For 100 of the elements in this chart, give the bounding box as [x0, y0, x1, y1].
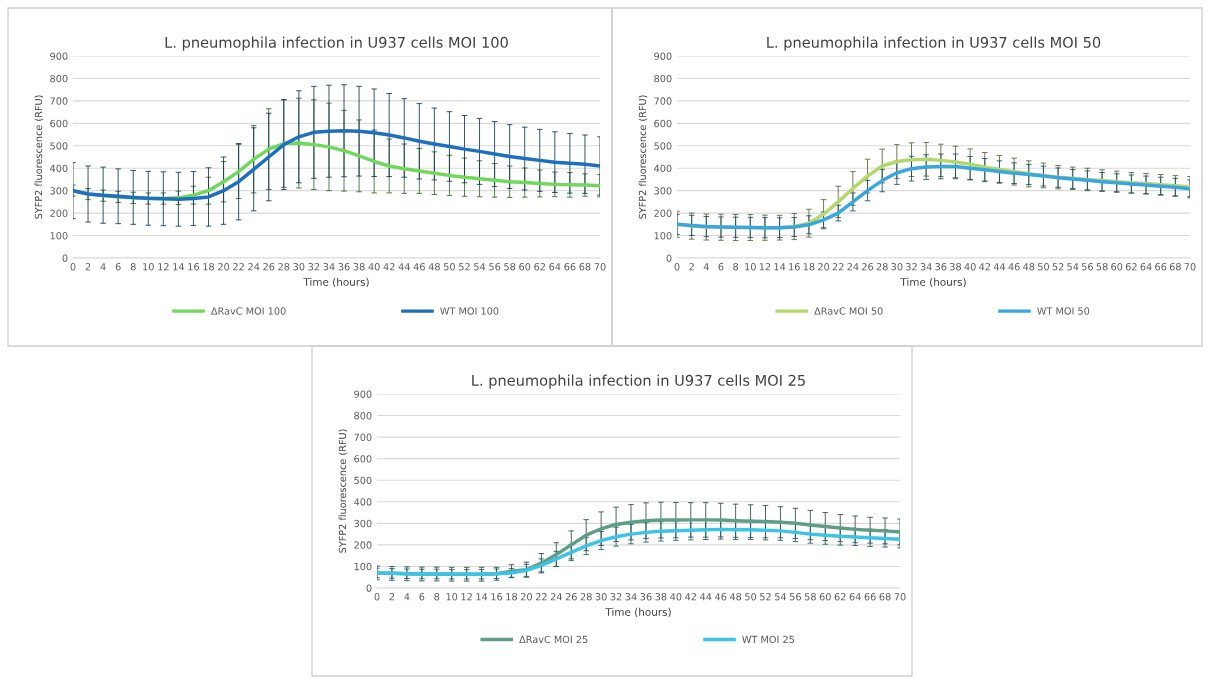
x-tick-label: 16: [789, 263, 800, 271]
x-tick-label: 6: [419, 593, 425, 601]
x-tick-label: 52: [1052, 263, 1064, 271]
x-tick-label: 6: [115, 263, 121, 271]
x-tick-label: 30: [891, 263, 903, 271]
x-tick-label: 60: [819, 593, 831, 601]
x-tick-label: 40: [670, 593, 682, 601]
x-tick-label: 22: [233, 263, 244, 271]
x-tick-label: 28: [278, 263, 290, 271]
x-tick-label: 12: [461, 593, 472, 601]
legend-label: WT MOI 25: [742, 635, 795, 644]
x-axis-title: Time (hours): [900, 277, 966, 288]
y-tick-label: 900: [50, 52, 68, 60]
x-tick-label: 56: [489, 263, 501, 271]
x-tick-label: 52: [760, 593, 771, 601]
x-tick-label: 68: [579, 263, 591, 271]
y-tick-label: 200: [354, 541, 372, 549]
legend-label: ΔRavC MOI 25: [519, 635, 588, 644]
chart-title: L. pneumophila infection in U937 cells MOI 50: [767, 36, 1101, 51]
x-tick-label: 0: [374, 593, 380, 601]
x-tick-label: 8: [130, 263, 136, 271]
x-tick-label: 42: [383, 263, 395, 271]
x-tick-label: 70: [894, 593, 906, 601]
x-tick-label: 6: [718, 263, 724, 271]
y-axis-title: SYFP2 fluorescence (RFU): [638, 95, 648, 219]
x-tick-label: 30: [293, 263, 305, 271]
x-tick-label: 24: [248, 263, 260, 271]
x-tick-label: 58: [804, 593, 816, 601]
x-tick-label: 32: [308, 263, 320, 271]
x-tick-label: 50: [1037, 263, 1049, 271]
x-tick-label: 46: [413, 263, 425, 271]
x-tick-label: 38: [655, 593, 667, 601]
x-tick-label: 4: [703, 263, 709, 271]
y-tick-label: 900: [654, 52, 672, 60]
y-tick-label: 600: [354, 455, 372, 463]
x-tick-label: 42: [685, 593, 697, 601]
x-tick-label: 16: [188, 263, 200, 271]
chart-title: L. pneumophila infection in U937 cells MOI 25: [472, 374, 805, 389]
x-tick-label: 18: [506, 593, 518, 601]
legend-label: WT MOI 100: [440, 307, 499, 315]
x-tick-label: 48: [428, 263, 440, 271]
x-tick-label: 54: [474, 263, 486, 271]
x-tick-label: 36: [935, 263, 947, 271]
y-tick-label: 700: [654, 97, 672, 105]
x-tick-label: 12: [158, 263, 169, 271]
x-tick-label: 24: [847, 263, 859, 271]
x-tick-label: 70: [594, 263, 606, 271]
y-tick-label: 600: [654, 119, 672, 128]
x-tick-label: 10: [745, 263, 756, 271]
x-tick-label: 66: [864, 593, 876, 601]
x-tick-label: 52: [459, 263, 470, 271]
x-tick-label: 50: [443, 263, 455, 271]
y-tick-label: 400: [354, 498, 372, 506]
x-tick-label: 2: [689, 263, 694, 271]
x-axis-title: Time (hours): [303, 277, 369, 288]
y-tick-label: 0: [666, 254, 672, 262]
x-tick-label: 42: [979, 263, 991, 271]
x-tick-label: 56: [789, 593, 801, 601]
x-tick-label: 26: [263, 263, 275, 271]
y-tick-label: 500: [354, 476, 372, 485]
x-tick-label: 28: [580, 593, 592, 601]
x-tick-label: 36: [338, 263, 350, 271]
x-tick-label: 62: [534, 263, 545, 271]
y-tick-label: 0: [62, 254, 68, 262]
legend-label: ΔRavC MOI 50: [814, 307, 883, 315]
x-tick-label: 60: [1111, 263, 1123, 271]
x-tick-label: 8: [434, 593, 440, 601]
x-tick-label: 28: [876, 263, 888, 271]
x-tick-label: 44: [398, 263, 410, 271]
x-tick-label: 44: [700, 593, 712, 601]
x-tick-label: 56: [1081, 263, 1093, 271]
x-tick-label: 64: [1140, 263, 1152, 271]
x-tick-label: 10: [446, 593, 458, 601]
x-tick-label: 62: [834, 593, 846, 601]
x-tick-label: 46: [1008, 263, 1020, 271]
x-tick-label: 22: [832, 263, 844, 271]
y-tick-label: 100: [654, 232, 672, 240]
x-tick-label: 54: [1067, 263, 1079, 271]
x-tick-label: 8: [733, 263, 739, 271]
x-tick-label: 16: [491, 593, 503, 601]
x-tick-label: 14: [476, 593, 488, 601]
x-tick-label: 10: [143, 263, 154, 271]
x-tick-label: 26: [565, 593, 577, 601]
y-tick-label: 100: [50, 232, 68, 240]
x-tick-label: 66: [1155, 263, 1167, 271]
x-tick-label: 4: [100, 263, 106, 271]
x-tick-label: 46: [714, 593, 727, 601]
x-tick-label: 26: [862, 263, 874, 271]
x-tick-label: 22: [535, 593, 547, 601]
x-tick-label: 44: [993, 263, 1006, 271]
x-tick-label: 14: [774, 263, 786, 271]
y-tick-label: 800: [354, 412, 372, 420]
x-tick-label: 54: [775, 593, 787, 601]
y-tick-label: 700: [354, 433, 372, 441]
x-tick-label: 32: [610, 593, 622, 601]
legend-label: ΔRavC MOI 100: [210, 307, 286, 315]
x-tick-label: 34: [323, 263, 335, 271]
x-tick-label: 14: [173, 263, 185, 271]
y-tick-label: 100: [354, 562, 372, 571]
x-tick-label: 50: [745, 593, 757, 601]
